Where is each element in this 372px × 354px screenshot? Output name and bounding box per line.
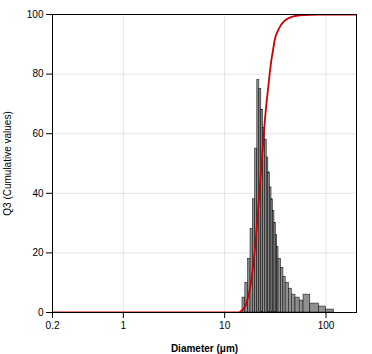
- svg-text:0: 0: [38, 307, 44, 318]
- svg-text:1: 1: [121, 320, 127, 331]
- svg-text:60: 60: [32, 128, 44, 139]
- svg-text:80: 80: [32, 68, 44, 79]
- svg-text:20: 20: [32, 247, 44, 258]
- svg-text:10: 10: [219, 320, 231, 331]
- svg-text:Diameter (μm): Diameter (μm): [171, 343, 238, 354]
- svg-text:100: 100: [27, 9, 44, 20]
- svg-text:100: 100: [318, 320, 335, 331]
- svg-text:0.2: 0.2: [46, 320, 60, 331]
- svg-text:40: 40: [32, 188, 44, 199]
- svg-text:Q3 (Cumulative values): Q3 (Cumulative values): [2, 111, 13, 215]
